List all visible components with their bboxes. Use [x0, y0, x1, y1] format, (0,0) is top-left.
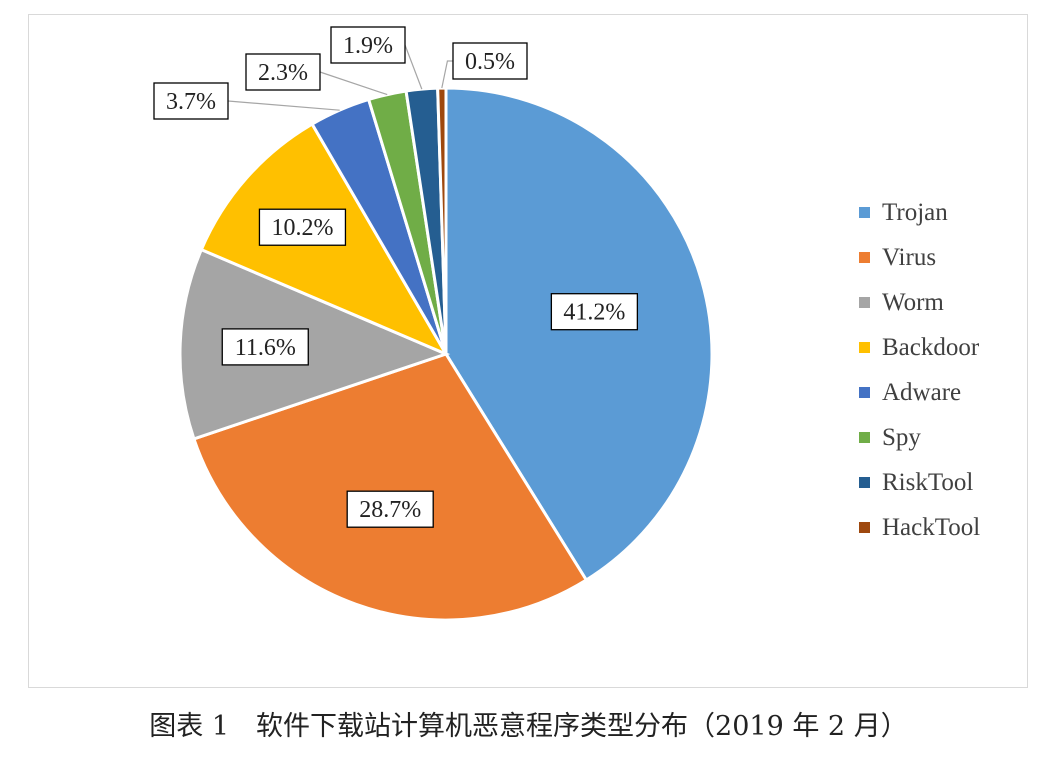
svg-text:10.2%: 10.2% — [271, 215, 333, 241]
svg-text:0.5%: 0.5% — [465, 49, 515, 75]
leader-line-adware — [227, 100, 340, 111]
legend-item-hacktool: HackTool — [859, 505, 980, 550]
data-label-worm: 11.6% — [221, 328, 309, 366]
leader-line-hacktool — [441, 60, 453, 89]
legend-item-trojan: Trojan — [859, 190, 980, 235]
data-label-adware: 3.7% — [153, 82, 340, 120]
legend-item-worm: Worm — [859, 280, 980, 325]
legend-label: RiskTool — [882, 468, 974, 496]
pie-slice-hacktool — [436, 86, 448, 355]
legend-item-risktool: RiskTool — [859, 460, 980, 505]
data-label-virus: 28.7% — [346, 490, 434, 528]
data-label-trojan: 41.2% — [550, 293, 639, 331]
legend-item-virus: Virus — [859, 235, 980, 280]
legend-swatch — [859, 387, 870, 398]
legend-swatch — [859, 342, 870, 353]
legend-swatch — [859, 522, 870, 533]
svg-text:11.6%: 11.6% — [235, 335, 296, 361]
leader-line-spy — [319, 71, 388, 96]
legend-item-backdoor: Backdoor — [859, 325, 980, 370]
svg-text:3.7%: 3.7% — [166, 89, 216, 115]
pie-slice-virus — [192, 352, 589, 622]
legend-item-spy: Spy — [859, 415, 980, 460]
legend-swatch — [859, 207, 870, 218]
svg-text:1.9%: 1.9% — [343, 33, 393, 59]
legend-label: Virus — [882, 243, 937, 271]
legend: Trojan Virus Worm Backdoor Adware Spy RiskTool… — [859, 190, 980, 550]
legend-label: HackTool — [882, 513, 981, 541]
svg-text:41.2%: 41.2% — [563, 300, 625, 326]
legend-swatch — [859, 477, 870, 488]
legend-swatch — [859, 252, 870, 263]
data-label-spy: 2.3% — [245, 53, 388, 96]
chart-frame: 41.2% 28.7% 11.6% 10.2% 3.7% 2.3% 1.9% 0.5% Tro… — [28, 14, 1028, 688]
figure-caption: 图表 1 软件下载站计算机恶意程序类型分布（2019 年 2 月） — [149, 711, 908, 742]
pie-slice-trojan — [444, 86, 714, 583]
legend-label: Adware — [882, 378, 962, 406]
data-label-risktool: 1.9% — [330, 26, 423, 90]
svg-text:2.3%: 2.3% — [258, 60, 308, 86]
svg-text:28.7%: 28.7% — [359, 497, 421, 523]
legend-swatch — [859, 432, 870, 443]
legend-label: Spy — [882, 423, 921, 451]
leader-line-risktool — [404, 44, 423, 90]
legend-item-adware: Adware — [859, 370, 980, 415]
legend-swatch — [859, 297, 870, 308]
legend-label: Backdoor — [882, 333, 980, 361]
data-label-hacktool: 0.5% — [441, 42, 528, 89]
pie-chart: 41.2% 28.7% 11.6% 10.2% 3.7% 2.3% 1.9% 0.5% — [153, 26, 714, 622]
legend-label: Trojan — [882, 198, 948, 226]
data-label-backdoor: 10.2% — [258, 208, 347, 246]
pie-slice-worm — [178, 247, 451, 441]
legend-label: Worm — [882, 288, 944, 316]
